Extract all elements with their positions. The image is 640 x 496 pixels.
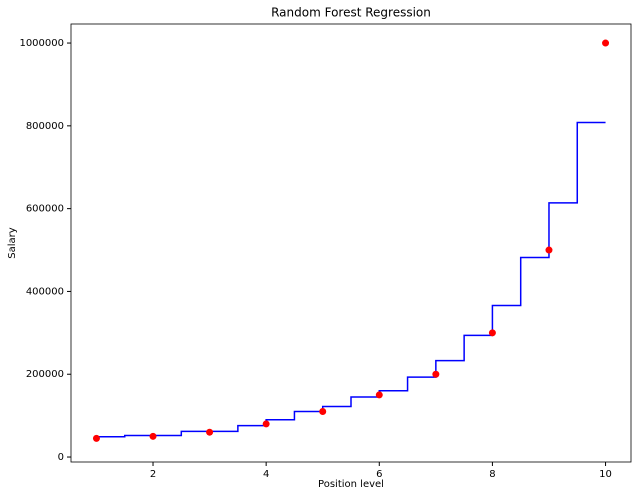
y-tick-label: 400000: [26, 286, 64, 297]
data-point: [602, 39, 610, 47]
data-point: [432, 370, 440, 378]
x-tick-label: 10: [599, 469, 612, 480]
data-point: [375, 391, 383, 399]
y-tick-label: 1000000: [19, 38, 64, 49]
data-point: [545, 246, 553, 254]
regression-line: [96, 121, 606, 438]
data-point: [149, 432, 157, 440]
plot-frame: [70, 23, 632, 463]
y-tick-label: 0: [58, 452, 64, 463]
y-tick-label: 600000: [26, 204, 64, 215]
y-tick-label: 200000: [26, 369, 64, 380]
data-point: [319, 407, 327, 415]
chart-title: Random Forest Regression: [271, 6, 431, 20]
x-tick-label: 4: [263, 469, 269, 480]
data-point: [488, 329, 496, 337]
x-axis-label: Position level: [318, 479, 384, 490]
data-point: [206, 428, 214, 436]
data-point: [262, 420, 270, 428]
x-tick-label: 6: [376, 469, 382, 480]
data-point: [92, 434, 100, 442]
y-tick-label: 800000: [26, 121, 64, 132]
x-tick-label: 8: [489, 469, 495, 480]
x-tick-label: 2: [150, 469, 156, 480]
y-axis-label: Salary: [7, 227, 18, 258]
